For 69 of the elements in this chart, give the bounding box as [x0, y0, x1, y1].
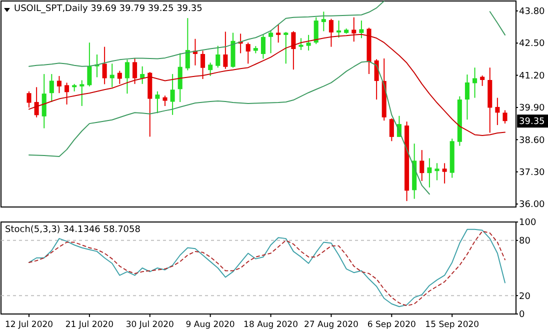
x-tick-label: 30 Jul 2020	[126, 320, 174, 330]
candlestick	[352, 16, 356, 42]
y-tick-label: 37.30	[519, 168, 546, 178]
x-tick-label: 21 Jul 2020	[65, 320, 114, 330]
candlestick	[110, 63, 114, 88]
candlestick	[246, 42, 250, 64]
candlestick	[502, 110, 508, 124]
candlestick	[87, 42, 92, 87]
candlestick	[64, 82, 70, 105]
candlestick	[185, 18, 190, 71]
candlestick	[223, 31, 228, 70]
y-tick-label: 38.60	[519, 136, 546, 146]
candlestick	[480, 75, 485, 86]
candlestick	[314, 16, 318, 45]
candlestick	[420, 150, 424, 182]
candlestick	[328, 18, 334, 48]
candlestick	[442, 162, 447, 184]
y-tick-label: 36.00	[519, 200, 546, 210]
y-tick-label: 0	[519, 310, 525, 320]
candlestick	[117, 70, 122, 84]
candlestick	[208, 62, 213, 77]
candlestick	[359, 20, 364, 39]
y-tick-label: 100	[519, 218, 536, 228]
x-tick-label: 12 Jul 2020	[4, 320, 54, 330]
candlestick	[155, 90, 160, 114]
chart-title: Stoch(5,3,3) 34.1346 58.7058	[5, 225, 141, 235]
candlestick	[132, 58, 138, 84]
candlestick	[291, 30, 296, 70]
candlestick	[56, 76, 62, 94]
candlestick	[170, 74, 175, 116]
candlestick	[162, 95, 168, 106]
candlestick	[102, 46, 107, 85]
candlestick	[276, 24, 281, 44]
y-tick-label: 43.80	[519, 7, 546, 18]
candlestick	[200, 50, 206, 80]
candlestick	[298, 38, 304, 51]
candlestick	[321, 11, 326, 32]
line-series	[28, 60, 430, 195]
candlestick	[495, 97, 500, 126]
y-tick-label: 39.90	[519, 104, 546, 114]
candlestick	[336, 20, 342, 38]
x-tick-label: 9 Aug 2020	[186, 320, 235, 330]
candlestick	[389, 118, 394, 142]
candlestick	[124, 59, 130, 94]
y-tick-label: 41.20	[519, 71, 546, 82]
candlestick	[464, 74, 470, 120]
candlestick	[80, 80, 84, 106]
candlestick	[260, 34, 266, 60]
y-tick-label: 42.50	[519, 39, 546, 50]
candlestick	[178, 52, 182, 103]
candlestick	[140, 66, 145, 84]
candlestick	[216, 45, 220, 68]
chart-title: USOIL_SPT,Daily 39.69 39.79 39.25 39.35	[14, 4, 202, 14]
candlestick	[49, 74, 54, 103]
candlestick	[42, 74, 46, 129]
candlestick	[434, 162, 440, 181]
x-tick-label: 6 Sep 2020	[367, 320, 416, 330]
candlestick	[306, 34, 311, 52]
x-tick-label: 15 Sep 2020	[425, 320, 480, 330]
candlestick	[284, 31, 288, 64]
x-tick-label: 27 Aug 2020	[304, 320, 358, 330]
y-tick-label: 20	[519, 292, 531, 302]
x-tick-label: 18 Aug 2020	[244, 320, 298, 330]
y-tick-label: 80	[519, 236, 531, 247]
text: 39.35	[519, 117, 545, 128]
candlestick	[472, 67, 478, 98]
candlestick	[268, 30, 274, 54]
candlestick	[26, 90, 32, 108]
candlestick	[427, 158, 432, 188]
